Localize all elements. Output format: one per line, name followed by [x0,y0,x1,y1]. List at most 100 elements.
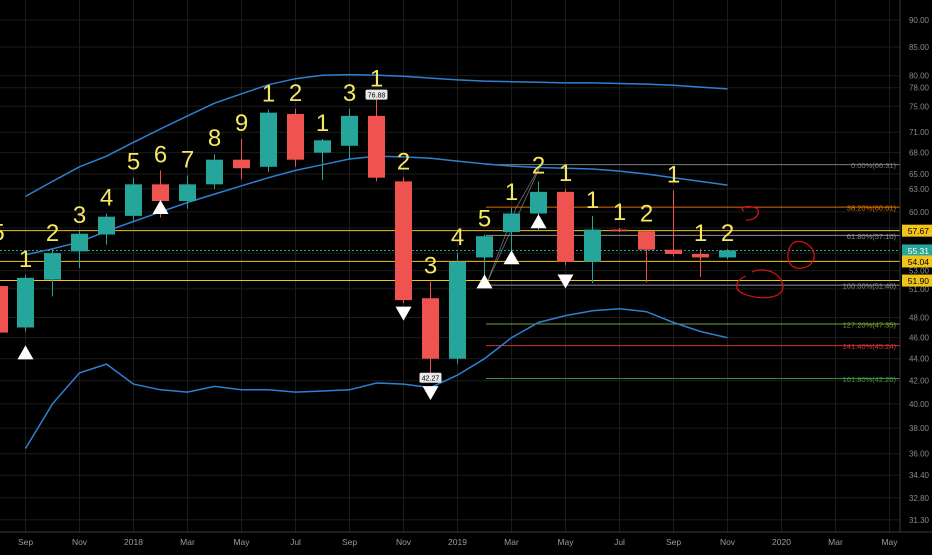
count-label: 8 [208,125,221,152]
candle [206,154,223,189]
candle [314,138,331,180]
sell-arrow-marker [557,274,574,289]
sell-arrow-marker [395,306,412,321]
y-tick-label: 48.00 [909,314,930,323]
fib-level-label: 38.20%(60.61) [847,204,897,213]
candle [584,215,601,284]
candle-body [206,159,223,185]
y-tick-label: 38.00 [909,424,930,433]
y-tick-label: 53.00 [909,267,930,276]
count-label: 4 [451,224,464,251]
x-tick-label: 2020 [772,537,791,547]
extreme-label-box [365,89,388,100]
candle [368,94,385,182]
annotation-circle [787,240,815,269]
partial-candle [0,286,8,333]
candle-body [179,184,196,201]
y-tick-label: 63.00 [909,185,930,194]
y-tick-label: 31.30 [909,516,930,525]
count-label: 5 [0,219,5,246]
x-tick-label: Sep [666,537,681,547]
fib-level-label: 61.80%(57.10) [847,232,897,241]
price-tag [902,224,932,237]
candle [125,177,142,221]
count-label: 2 [721,220,734,247]
candle [422,281,439,378]
count-label: 3 [73,202,86,229]
x-tick-label: Mar [828,537,843,547]
candle [287,108,304,167]
candle [260,109,277,172]
count-label: 5 [478,206,491,233]
annotation-circle [736,269,784,299]
count-label: 1 [667,161,680,188]
candle [719,248,736,260]
candle [233,138,250,180]
upper-band-line [25,73,728,198]
sequence-counts: 5123456789121312345121112112 [0,66,734,280]
candle [476,234,493,276]
price-tag-label: 55.31 [908,246,930,256]
candle-body [611,229,628,232]
extreme-label-box [419,372,442,383]
x-tick-label: Mar [504,537,519,547]
candle-body [557,191,574,262]
signal-markers: 76.88 42.27 [17,89,574,401]
candle-body [422,298,439,359]
y-tick-label: 46.00 [909,334,930,343]
candle-body [44,253,61,280]
count-label: 1 [19,246,32,273]
count-label: 1 [559,160,572,187]
fib-level-label: 0.00%(66.31) [851,161,897,170]
candle-body [395,181,412,301]
y-tick-label: 75.00 [909,102,930,111]
candle-body [665,249,682,254]
count-label: 2 [397,149,410,176]
x-tick-label: 2018 [124,537,143,547]
y-tick-label: 32.80 [909,494,930,503]
count-label: 7 [181,146,194,173]
count-label: 2 [289,80,302,107]
candles [0,94,736,378]
candle [692,248,709,277]
buy-arrow-marker [503,250,520,265]
hand-drawn-annotations [736,205,815,299]
candle [71,231,88,268]
candle [503,207,520,258]
candle-body [17,277,34,328]
candle-body [125,184,142,216]
candle [179,175,196,209]
sell-arrow-marker [422,386,439,401]
time-axis-panel [0,532,932,550]
candle [557,188,574,266]
annotation-stroke [741,205,759,221]
candle-body [449,261,466,359]
candle [395,177,412,303]
candle-body [503,213,520,233]
candle [665,190,682,257]
candle [449,253,466,365]
candle-body [368,115,385,178]
count-label: 1 [505,179,518,206]
candle [638,229,655,283]
price-tag [902,244,932,257]
y-tick-label: 71.00 [909,128,930,137]
extreme-label-text: 42.27 [422,376,440,383]
count-label: 1 [613,199,626,226]
candle [44,248,61,297]
x-tick-label: Sep [342,537,357,547]
candle-body [584,229,601,262]
buy-arrow-marker [17,345,34,360]
candle-body [476,236,493,258]
y-tick-label: 40.00 [909,400,930,409]
x-tick-label: May [233,537,250,547]
y-tick-label: 68.00 [909,149,930,158]
candle-body [152,184,169,201]
candle [17,275,34,332]
fib-level-label: 161.80%(42.20) [843,375,897,384]
candle [98,213,115,245]
price-tag-label: 54.04 [908,257,930,267]
y-tick-label: 51.00 [909,285,930,294]
